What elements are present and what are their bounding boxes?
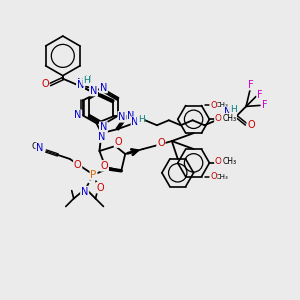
Text: F: F: [257, 89, 263, 100]
Text: N: N: [74, 110, 81, 120]
Text: N: N: [90, 85, 97, 96]
Text: O: O: [210, 172, 217, 181]
Text: O: O: [100, 161, 108, 171]
Text: N: N: [100, 82, 107, 93]
Text: H: H: [83, 76, 90, 85]
Text: CH₃: CH₃: [215, 102, 228, 108]
Text: C: C: [31, 142, 37, 151]
Text: F: F: [262, 100, 268, 110]
Text: O: O: [115, 137, 122, 147]
Text: N: N: [36, 143, 44, 153]
Text: N: N: [77, 78, 84, 88]
Text: H: H: [138, 115, 145, 124]
Text: O: O: [247, 120, 255, 130]
Text: N: N: [128, 111, 135, 121]
Text: N: N: [131, 117, 139, 127]
Text: N: N: [224, 107, 231, 117]
Text: O: O: [157, 138, 165, 148]
Text: H: H: [84, 75, 91, 84]
Text: P: P: [90, 170, 97, 180]
Text: —: —: [224, 114, 231, 120]
Text: CH₃: CH₃: [222, 158, 236, 166]
Text: O: O: [41, 79, 49, 88]
Text: N: N: [100, 122, 107, 132]
Text: O: O: [74, 160, 82, 170]
Text: O: O: [97, 183, 104, 193]
Text: O: O: [215, 158, 222, 166]
Text: N: N: [81, 187, 88, 196]
Text: H: H: [230, 105, 237, 114]
Text: N: N: [98, 132, 105, 142]
Text: F: F: [248, 80, 254, 90]
Text: N: N: [118, 112, 126, 122]
Text: O: O: [215, 114, 222, 123]
Text: O: O: [210, 101, 217, 110]
Text: CH₃: CH₃: [215, 174, 228, 180]
Text: N: N: [77, 80, 84, 90]
Text: CH₃: CH₃: [222, 114, 236, 123]
